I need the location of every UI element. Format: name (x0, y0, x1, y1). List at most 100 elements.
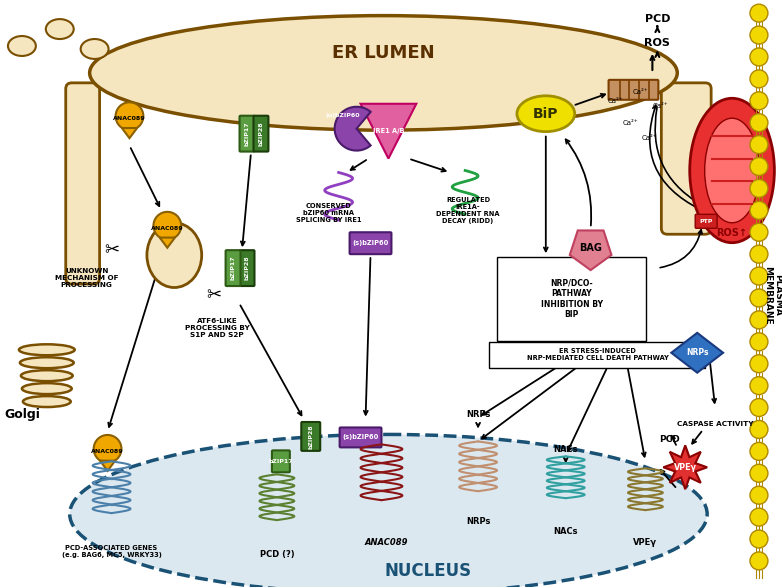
Text: NUCLEUS: NUCLEUS (385, 562, 472, 580)
Polygon shape (361, 103, 416, 159)
FancyBboxPatch shape (272, 450, 290, 472)
Circle shape (153, 212, 181, 239)
Circle shape (750, 267, 768, 285)
Text: VPEγ: VPEγ (633, 537, 658, 546)
Circle shape (750, 465, 768, 482)
Text: ANAC089: ANAC089 (151, 226, 184, 230)
Ellipse shape (46, 19, 74, 39)
Text: ANAC089: ANAC089 (113, 116, 145, 121)
Circle shape (750, 289, 768, 307)
Text: NRP/DCO-
PATHWAY
INHIBITION BY
BIP: NRP/DCO- PATHWAY INHIBITION BY BIP (540, 279, 603, 319)
Text: bZIP17: bZIP17 (245, 121, 249, 146)
Text: PLASMA
MEMBRANE: PLASMA MEMBRANE (763, 266, 782, 325)
Text: ER STRESS-INDUCED
NRP-MEDIATED CELL DEATH PATHWAY: ER STRESS-INDUCED NRP-MEDIATED CELL DEAT… (526, 348, 669, 361)
Ellipse shape (23, 396, 70, 407)
Circle shape (750, 158, 768, 175)
Circle shape (750, 442, 768, 460)
Text: NRPs: NRPs (466, 517, 490, 526)
Text: Ca²⁺: Ca²⁺ (633, 89, 648, 95)
Text: bZIP28: bZIP28 (308, 424, 314, 449)
Circle shape (750, 333, 768, 351)
Text: ROS↑: ROS↑ (716, 228, 748, 238)
Polygon shape (100, 460, 115, 471)
Circle shape (750, 179, 768, 198)
Circle shape (750, 311, 768, 329)
Text: ROS: ROS (644, 38, 670, 48)
Text: REGULATED
IRE1A-
DEPENDENT RNA
DECAY (RIDD): REGULATED IRE1A- DEPENDENT RNA DECAY (RI… (436, 197, 500, 224)
Circle shape (750, 113, 768, 132)
Ellipse shape (517, 96, 575, 132)
Ellipse shape (22, 383, 72, 394)
Text: PTP: PTP (699, 219, 713, 224)
Text: IRE1 A/B: IRE1 A/B (373, 128, 404, 133)
Circle shape (750, 420, 768, 439)
FancyBboxPatch shape (608, 80, 658, 100)
Polygon shape (671, 333, 723, 373)
FancyBboxPatch shape (301, 422, 320, 451)
Ellipse shape (21, 370, 73, 381)
FancyBboxPatch shape (239, 250, 254, 286)
Text: ER LUMEN: ER LUMEN (332, 44, 435, 62)
Text: ✂: ✂ (104, 241, 119, 259)
Text: ATF6-LIKE
PROCESSING BY
S1P AND S2P: ATF6-LIKE PROCESSING BY S1P AND S2P (185, 318, 249, 338)
Text: (s)bZIP60: (s)bZIP60 (353, 240, 389, 246)
Text: (u)bZIP60: (u)bZIP60 (325, 113, 360, 118)
Text: bZIP28: bZIP28 (259, 121, 264, 146)
Polygon shape (570, 230, 612, 270)
Ellipse shape (20, 358, 74, 368)
Circle shape (94, 435, 121, 463)
Ellipse shape (8, 36, 36, 56)
Text: CASPASE ACTIVITY: CASPASE ACTIVITY (677, 422, 753, 427)
Ellipse shape (19, 345, 75, 355)
Polygon shape (160, 238, 175, 248)
Ellipse shape (81, 39, 109, 59)
Text: ANAC089: ANAC089 (364, 537, 408, 546)
Ellipse shape (690, 98, 774, 243)
Circle shape (750, 486, 768, 504)
FancyBboxPatch shape (239, 116, 254, 152)
Text: NRPs: NRPs (686, 348, 708, 358)
Text: PCD: PCD (644, 14, 670, 24)
FancyBboxPatch shape (489, 342, 705, 368)
Text: VPEγ: VPEγ (674, 463, 697, 472)
Text: ANAC089: ANAC089 (91, 449, 124, 454)
FancyBboxPatch shape (497, 257, 647, 341)
Text: Golgi: Golgi (4, 408, 40, 421)
Text: NRPs: NRPs (466, 410, 490, 419)
Text: bZIP17: bZIP17 (231, 256, 235, 280)
Text: bZIP28: bZIP28 (245, 256, 249, 280)
FancyBboxPatch shape (253, 116, 268, 152)
FancyBboxPatch shape (350, 232, 392, 254)
Text: Ca²⁺: Ca²⁺ (641, 135, 657, 141)
Circle shape (116, 102, 143, 130)
Circle shape (750, 136, 768, 153)
Circle shape (750, 530, 768, 548)
Text: BiP: BiP (533, 107, 558, 121)
Wedge shape (335, 107, 371, 151)
FancyBboxPatch shape (695, 214, 717, 228)
Text: PCD (?): PCD (?) (260, 550, 294, 559)
Circle shape (750, 245, 768, 263)
Circle shape (750, 92, 768, 110)
Text: Ca²⁺: Ca²⁺ (652, 103, 668, 109)
Text: BAG: BAG (579, 243, 602, 253)
Text: NACs: NACs (554, 445, 578, 454)
Text: UNKNOWN
MECHANISM OF
PROCESSING: UNKNOWN MECHANISM OF PROCESSING (55, 268, 118, 288)
Circle shape (750, 4, 768, 22)
FancyBboxPatch shape (662, 83, 711, 234)
Ellipse shape (90, 16, 677, 130)
Circle shape (750, 355, 768, 373)
Circle shape (750, 399, 768, 416)
Polygon shape (122, 128, 137, 138)
Text: CONSERVED
bZIP60 mRNA
SPLICING BY IRE1: CONSERVED bZIP60 mRNA SPLICING BY IRE1 (296, 203, 361, 223)
FancyBboxPatch shape (339, 427, 382, 447)
Circle shape (750, 48, 768, 66)
Text: (s)bZIP60: (s)bZIP60 (343, 435, 378, 440)
Circle shape (750, 70, 768, 88)
Text: PCD: PCD (659, 435, 680, 444)
Text: ✂: ✂ (206, 286, 222, 304)
Text: Ca²⁺: Ca²⁺ (622, 120, 638, 126)
Text: Ca²⁺: Ca²⁺ (608, 98, 623, 103)
Circle shape (750, 201, 768, 219)
Text: bZIP17: bZIP17 (268, 459, 293, 464)
